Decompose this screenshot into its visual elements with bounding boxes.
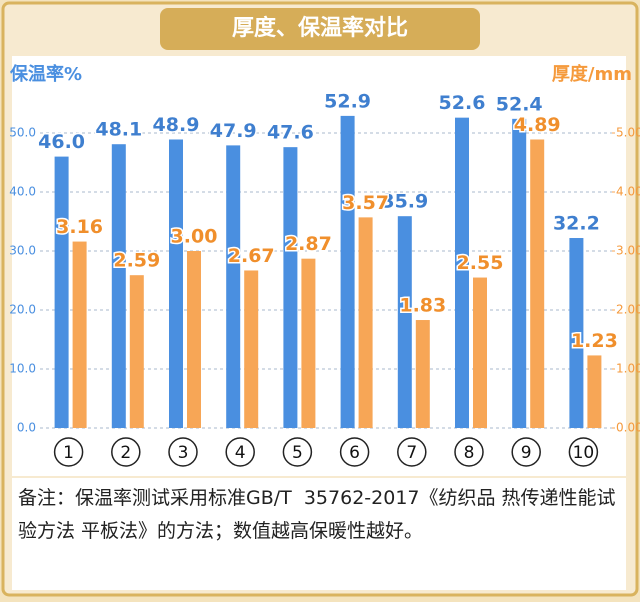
- x-tick-label: 4: [235, 443, 246, 463]
- bar: [54, 156, 69, 428]
- x-tick-label: 8: [464, 443, 475, 463]
- value-label: 48.9: [153, 114, 200, 136]
- category-circle: [511, 437, 541, 467]
- bar: [72, 241, 87, 428]
- y-axis-label: 保温率%: [9, 63, 82, 85]
- y2-axis-label: 厚度/mm: [552, 63, 632, 85]
- category-circle: [339, 437, 370, 467]
- y2-tick-label: 0.00: [616, 421, 640, 435]
- y-tick-label: 40.0: [9, 185, 36, 199]
- y-tick-label: 0.0: [17, 421, 36, 435]
- y-tick-label: 20.0: [9, 303, 36, 317]
- y-tick-label: 50.0: [9, 126, 36, 140]
- category-circle: [568, 437, 599, 467]
- category-circle: [397, 437, 427, 467]
- value-label: 2.67: [228, 245, 275, 267]
- y2-tick-label: 5.00: [616, 126, 640, 140]
- category-circle: [53, 437, 84, 467]
- value-label: 47.9: [210, 120, 257, 142]
- category-circle: [168, 437, 198, 467]
- y2-tick-label: 2.00: [616, 303, 640, 317]
- category-circle: [454, 437, 484, 467]
- y2-tick-label: 4.00: [616, 185, 640, 199]
- bar: [397, 216, 412, 428]
- value-label: 48.1: [95, 119, 142, 141]
- bar: [473, 277, 487, 428]
- bar: [129, 275, 144, 428]
- x-tick-label: 5: [292, 443, 303, 463]
- value-label: 1.23: [571, 330, 618, 352]
- bar: [512, 118, 527, 428]
- y2-tick-label: 3.00: [616, 244, 640, 258]
- bar: [301, 258, 316, 428]
- x-tick-label: 10: [573, 443, 595, 463]
- value-label: 2.59: [113, 250, 160, 272]
- x-tick-label: 9: [521, 443, 532, 463]
- bar: [415, 320, 430, 428]
- bar: [530, 139, 545, 429]
- category-circle: [282, 437, 313, 467]
- bar: [169, 139, 183, 429]
- x-tick-label: 3: [178, 443, 189, 463]
- value-label: 4.89: [514, 114, 561, 136]
- value-label: 52.9: [324, 90, 371, 112]
- y2-tick-label: 1.00: [616, 362, 640, 376]
- value-label: 3.00: [171, 226, 218, 248]
- category-circle: [225, 437, 255, 467]
- title-box: [160, 8, 480, 50]
- bar: [111, 144, 126, 428]
- x-tick-label: 7: [406, 443, 417, 463]
- y-tick-label: 10.0: [9, 362, 36, 376]
- bar: [358, 217, 373, 428]
- bar: [226, 145, 241, 428]
- value-label: 2.55: [457, 252, 504, 274]
- bar: [340, 115, 355, 428]
- y-tick-label: 30.0: [9, 244, 36, 258]
- x-tick-label: 6: [349, 443, 360, 463]
- bar: [569, 238, 584, 428]
- bar: [587, 355, 602, 428]
- value-label: 47.6: [267, 122, 314, 144]
- bar: [244, 270, 259, 428]
- value-label: 46.0: [38, 131, 85, 153]
- category-circle: [111, 437, 141, 467]
- value-label: 1.83: [399, 295, 446, 317]
- note: 备注：保温率测试采用标准GB/T 35762-2017《纺织品 热传递性能试验方…: [12, 478, 626, 590]
- bar: [283, 147, 298, 428]
- value-label: 35.9: [381, 191, 428, 213]
- value-label: 52.4: [496, 93, 543, 115]
- value-label: 2.87: [285, 233, 332, 255]
- value-label: 3.57: [342, 192, 389, 214]
- bar: [455, 117, 469, 428]
- value-label: 32.2: [553, 213, 600, 235]
- value-label: 3.16: [56, 216, 103, 238]
- bar: [187, 251, 201, 428]
- chart-title: 厚度、保温率对比: [232, 15, 408, 41]
- x-tick-label: 1: [63, 443, 74, 463]
- x-tick-label: 2: [120, 443, 131, 463]
- value-label: 52.6: [439, 92, 486, 114]
